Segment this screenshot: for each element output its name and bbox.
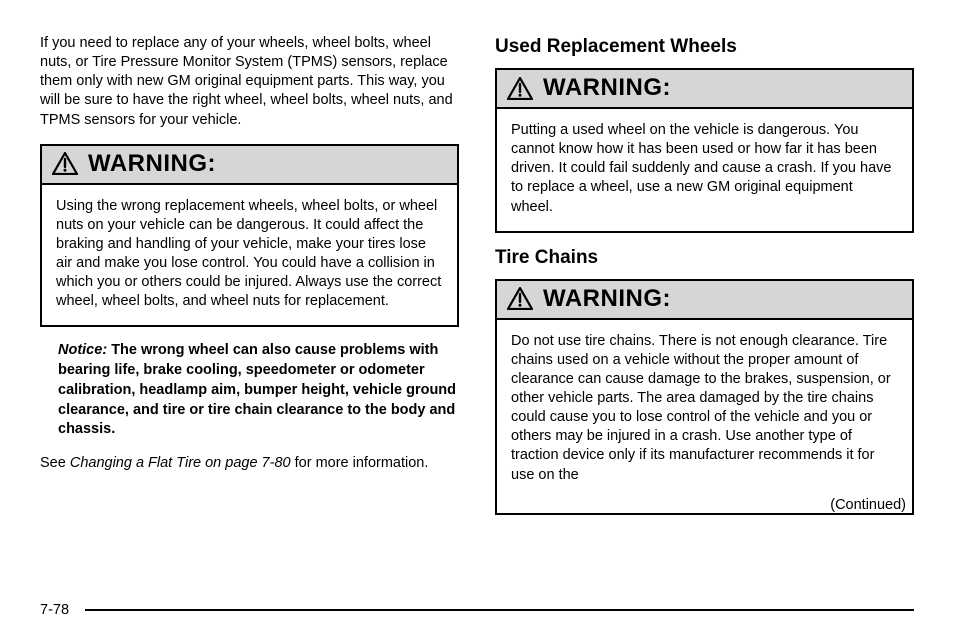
warning-title: WARNING: [88, 150, 216, 178]
footer-rule [85, 609, 914, 611]
warning-box-replacement: WARNING: Using the wrong replacement whe… [40, 144, 459, 328]
right-column: Used Replacement Wheels WARNING: Putting… [495, 34, 914, 529]
continued-label: (Continued) [497, 493, 912, 513]
warning-box-tire-chains: WARNING: Do not use tire chains. There i… [495, 279, 914, 515]
heading-used-replacement-wheels: Used Replacement Wheels [495, 36, 914, 58]
warning-triangle-icon [507, 287, 533, 310]
warning-triangle-icon [52, 152, 78, 175]
notice-label: Notice: [58, 342, 107, 358]
see-suffix: for more information. [291, 455, 429, 471]
warning-body: Putting a used wheel on the vehicle is d… [497, 109, 912, 231]
manual-page: If you need to replace any of your wheel… [0, 0, 954, 638]
left-column: If you need to replace any of your wheel… [40, 34, 459, 529]
notice-block: Notice: The wrong wheel can also cause p… [58, 341, 459, 440]
warning-triangle-icon [507, 77, 533, 100]
warning-body: Using the wrong replacement wheels, whee… [42, 185, 457, 326]
page-number: 7-78 [40, 602, 69, 618]
see-link: Changing a Flat Tire on page 7-80 [70, 455, 291, 471]
warning-box-used-wheels: WARNING: Putting a used wheel on the veh… [495, 68, 914, 233]
see-reference: See Changing a Flat Tire on page 7-80 fo… [40, 454, 459, 473]
warning-header: WARNING: [497, 281, 912, 320]
intro-paragraph: If you need to replace any of your wheel… [40, 34, 459, 130]
page-footer: 7-78 [40, 602, 914, 618]
warning-title: WARNING: [543, 74, 671, 102]
warning-body: Do not use tire chains. There is not eno… [497, 320, 912, 493]
warning-header: WARNING: [42, 146, 457, 185]
columns: If you need to replace any of your wheel… [40, 34, 914, 529]
heading-tire-chains: Tire Chains [495, 247, 914, 269]
warning-header: WARNING: [497, 70, 912, 109]
notice-text: The wrong wheel can also cause problems … [58, 342, 456, 437]
warning-title: WARNING: [543, 285, 671, 313]
see-prefix: See [40, 455, 70, 471]
